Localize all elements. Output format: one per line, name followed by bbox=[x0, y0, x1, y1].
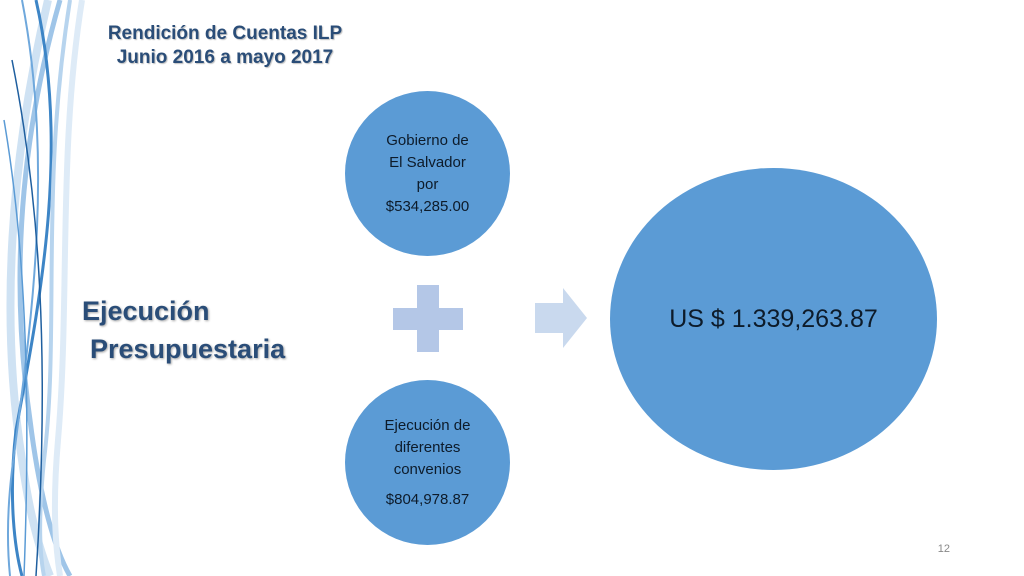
arrow-right-icon bbox=[535, 288, 587, 348]
agreements-line-2: diferentes bbox=[394, 438, 461, 456]
government-line-2: El Salvador bbox=[389, 153, 466, 171]
section-title-line-1: Ejecución bbox=[82, 296, 210, 326]
agreements-line-3: convenios bbox=[393, 460, 462, 478]
page-number: 12 bbox=[937, 543, 950, 555]
section-title: Ejecución Presupuestaria bbox=[82, 292, 285, 368]
agreements-execution-circle: Ejecución de diferentes convenios $804,9… bbox=[345, 380, 510, 545]
plus-icon bbox=[393, 285, 463, 352]
total-amount: US $ 1.339,263.87 bbox=[669, 304, 878, 333]
government-line-3: por bbox=[416, 175, 439, 193]
presentation-header: Rendición de Cuentas ILP Junio 2016 a ma… bbox=[80, 22, 370, 70]
government-amount: $534,285.00 bbox=[385, 197, 470, 215]
agreements-amount: $804,978.87 bbox=[385, 490, 470, 508]
section-title-line-2: Presupuestaria bbox=[90, 334, 286, 364]
government-line-1: Gobierno de bbox=[386, 131, 469, 149]
government-funding-circle: Gobierno de El Salvador por $534,285.00 bbox=[345, 91, 510, 256]
header-line-1: Rendición de Cuentas ILP bbox=[107, 23, 343, 44]
total-budget-circle: US $ 1.339,263.87 bbox=[610, 168, 937, 470]
agreements-line-1: Ejecución de bbox=[384, 416, 471, 434]
header-line-2: Junio 2016 a mayo 2017 bbox=[116, 47, 334, 68]
